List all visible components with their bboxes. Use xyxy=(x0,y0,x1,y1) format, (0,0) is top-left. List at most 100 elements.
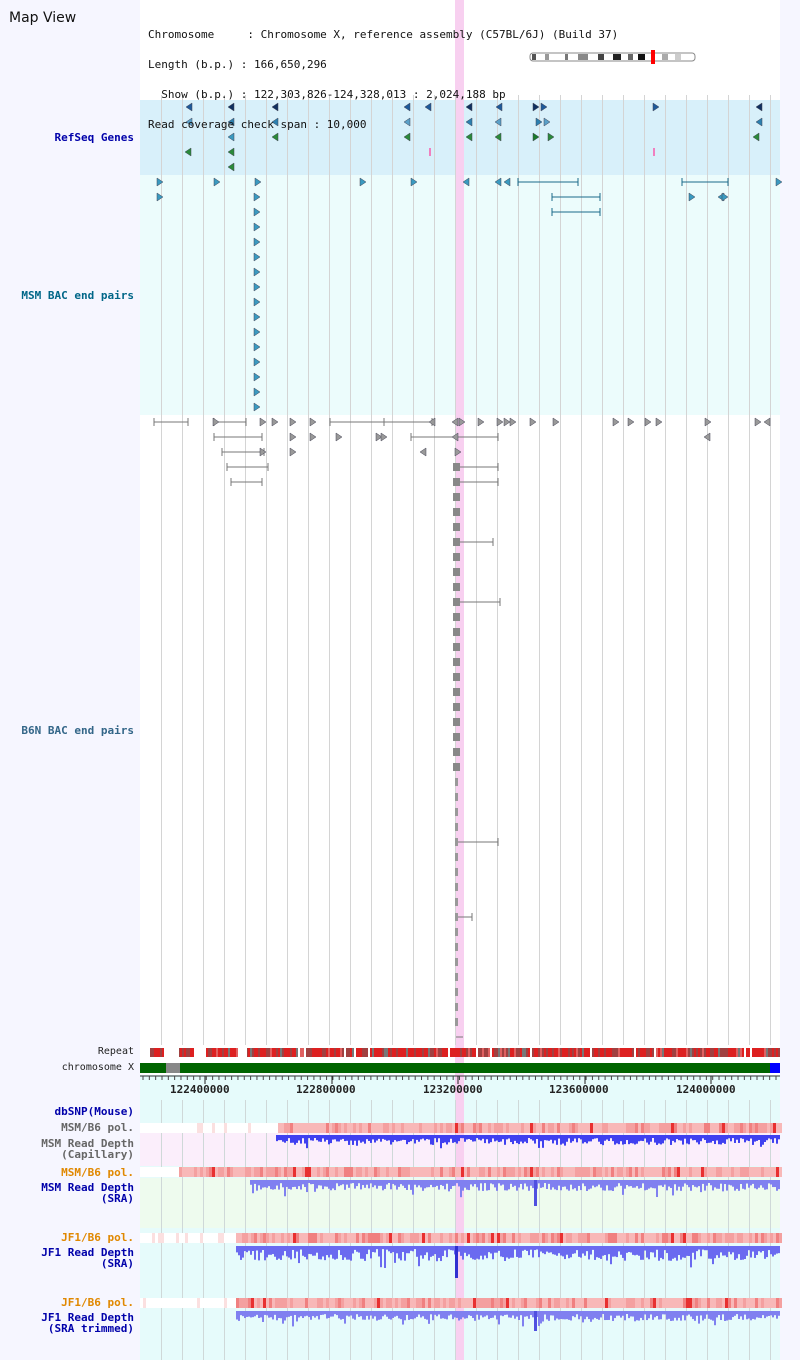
read-depth-bar xyxy=(730,1311,732,1320)
polymorphism-cell xyxy=(308,1298,311,1308)
polymorphism-cell xyxy=(692,1298,695,1308)
polymorphism-cell xyxy=(770,1233,773,1243)
polymorphism-cell xyxy=(764,1233,767,1243)
polymorphism-cell xyxy=(266,1298,269,1308)
read-depth-bar xyxy=(498,1135,500,1143)
b6n-bac-label[interactable]: B6N BAC end pairs xyxy=(21,724,134,737)
polymorphism-cell xyxy=(695,1123,698,1133)
polymorphism-cell xyxy=(290,1167,293,1177)
msm-depth-capillary-label[interactable]: MSM Read Depth (Capillary) xyxy=(41,1137,134,1161)
read-depth-bar xyxy=(574,1246,576,1254)
read-depth-bar xyxy=(694,1311,696,1321)
read-depth-bar xyxy=(422,1246,424,1259)
read-depth-bar xyxy=(586,1135,588,1144)
polymorphism-cell xyxy=(740,1123,743,1133)
read-depth-bar xyxy=(342,1180,344,1185)
read-depth-bar xyxy=(378,1135,380,1139)
msm-bac-label[interactable]: MSM BAC end pairs xyxy=(21,289,134,302)
polymorphism-cell xyxy=(641,1123,644,1133)
read-depth-bar xyxy=(708,1180,710,1184)
repeat-segment xyxy=(778,1048,780,1057)
polymorphism-cell xyxy=(701,1298,704,1308)
polymorphism-cell xyxy=(386,1123,389,1133)
polymorphism-cell xyxy=(626,1123,629,1133)
repeat-segment xyxy=(530,1048,532,1057)
polymorphism-cell xyxy=(494,1123,497,1133)
read-depth-bar xyxy=(518,1246,520,1258)
read-depth-bar xyxy=(294,1311,296,1315)
read-depth-bar xyxy=(282,1311,284,1324)
polymorphism-cell xyxy=(704,1298,707,1308)
read-depth-bar xyxy=(722,1311,724,1315)
read-depth-bar xyxy=(564,1311,566,1320)
read-depth-bar xyxy=(410,1180,412,1190)
polymorphism-cell xyxy=(749,1298,752,1308)
jf1-depth-trim-label[interactable]: JF1 Read Depth (SRA trimmed) xyxy=(41,1311,134,1335)
polymorphism-cell xyxy=(398,1233,401,1243)
polymorphism-cell xyxy=(152,1167,155,1177)
read-depth-bar xyxy=(444,1135,446,1143)
repeat-segment xyxy=(456,1048,458,1057)
repeat-segment xyxy=(668,1048,670,1057)
dbsnp-label[interactable]: dbSNP(Mouse) xyxy=(54,1105,134,1118)
read-depth-bar xyxy=(544,1246,546,1255)
read-depth-bar xyxy=(584,1135,586,1143)
polymorphism-cell xyxy=(362,1233,365,1243)
polymorphism-cell xyxy=(509,1167,512,1177)
repeat-segment xyxy=(744,1048,746,1057)
read-depth-bar xyxy=(578,1135,580,1139)
msm-pol-sra-label[interactable]: MSM/B6 pol. xyxy=(61,1166,134,1179)
repeat-segment xyxy=(688,1048,690,1057)
read-depth-bar xyxy=(256,1180,258,1191)
polymorphism-cell xyxy=(746,1123,749,1133)
polymorphism-cell xyxy=(569,1167,572,1177)
read-depth-bar xyxy=(608,1180,610,1191)
read-depth-bar xyxy=(678,1246,680,1256)
repeat-segment xyxy=(304,1048,306,1057)
msm-pol-capillary-label[interactable]: MSM/B6 pol. xyxy=(61,1121,134,1134)
repeat-segment xyxy=(702,1048,704,1057)
read-depth-bar xyxy=(478,1246,480,1260)
read-depth-bar xyxy=(482,1246,484,1260)
b6n-bac-pair xyxy=(552,417,560,427)
read-depth-bar xyxy=(768,1135,770,1139)
jf1-depth-label[interactable]: JF1 Read Depth (SRA) xyxy=(41,1246,134,1270)
polymorphism-cell xyxy=(338,1123,341,1133)
read-depth-bar xyxy=(288,1180,290,1189)
read-depth-bar xyxy=(326,1311,328,1319)
repeat-segment xyxy=(458,1048,460,1057)
read-depth-bar xyxy=(492,1311,494,1318)
jf1-pol-label[interactable]: JF1/B6 pol. xyxy=(61,1231,134,1244)
polymorphism-cell xyxy=(482,1167,485,1177)
read-depth-bar xyxy=(438,1180,440,1190)
refseq-gene xyxy=(755,102,763,112)
read-depth-bar xyxy=(616,1135,618,1144)
polymorphism-cell xyxy=(287,1123,290,1133)
polymorphism-cell xyxy=(602,1298,605,1308)
polymorphism-cell xyxy=(299,1233,302,1243)
polymorphism-cell xyxy=(614,1233,617,1243)
polymorphism-cell xyxy=(338,1298,341,1308)
refseq-genes-label[interactable]: RefSeq Genes xyxy=(54,131,134,144)
jf1-pol-trim-label[interactable]: JF1/B6 pol. xyxy=(61,1296,134,1309)
polymorphism-cell xyxy=(179,1298,182,1308)
polymorphism-cell xyxy=(623,1123,626,1133)
repeat-segment xyxy=(212,1048,214,1057)
repeat-segment xyxy=(706,1048,708,1057)
read-depth-bar xyxy=(352,1246,354,1254)
read-depth-bar xyxy=(486,1180,488,1191)
repeat-segment xyxy=(234,1048,236,1057)
polymorphism-cell xyxy=(383,1298,386,1308)
msm-bac-pair xyxy=(503,177,511,187)
polymorphism-cell xyxy=(497,1167,500,1177)
b6n-bac-pair xyxy=(754,417,762,427)
msm-depth-sra-label[interactable]: MSM Read Depth (SRA) xyxy=(41,1181,134,1205)
polymorphism-cell xyxy=(491,1123,494,1133)
polymorphism-cell xyxy=(533,1298,536,1308)
repeat-segment xyxy=(208,1048,210,1057)
read-depth-bar xyxy=(624,1135,626,1145)
read-depth-bar xyxy=(532,1246,534,1258)
read-depth-bar xyxy=(610,1180,612,1191)
polymorphism-cell xyxy=(683,1233,686,1243)
